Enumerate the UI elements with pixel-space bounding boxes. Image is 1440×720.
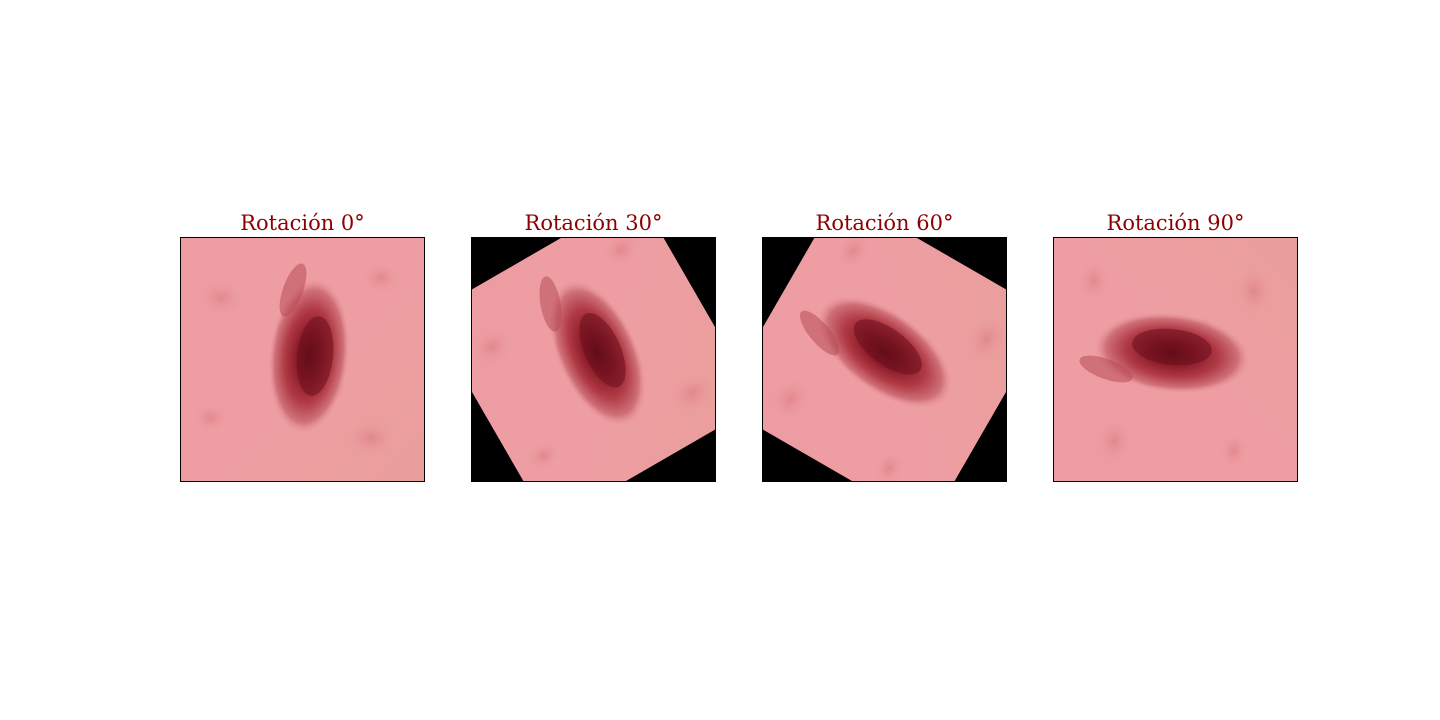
lesion-scene <box>472 238 715 481</box>
panel-rotation-60: Rotación 60° <box>762 209 1007 482</box>
lesion-image <box>1053 237 1298 482</box>
lesion-image-svg <box>763 238 1006 481</box>
panel-rotation-30: Rotación 30° <box>471 209 716 482</box>
lesion-image <box>471 237 716 482</box>
lesion-image <box>180 237 425 482</box>
lesion-image-svg <box>1054 238 1297 481</box>
panel-title: Rotación 60° <box>815 211 954 235</box>
panel-title: Rotación 30° <box>524 211 663 235</box>
panel-title: Rotación 0° <box>240 211 365 235</box>
lesion-scene <box>763 238 1006 481</box>
lesion-scene <box>1054 238 1297 481</box>
lesion-image-svg <box>472 238 715 481</box>
lesion-scene <box>181 238 424 481</box>
lesion-image-svg <box>181 238 424 481</box>
panel-rotation-0: Rotación 0° <box>180 209 425 482</box>
panel-title: Rotación 90° <box>1106 211 1245 235</box>
lesion-image <box>762 237 1007 482</box>
panel-rotation-90: Rotación 90° <box>1053 209 1298 482</box>
